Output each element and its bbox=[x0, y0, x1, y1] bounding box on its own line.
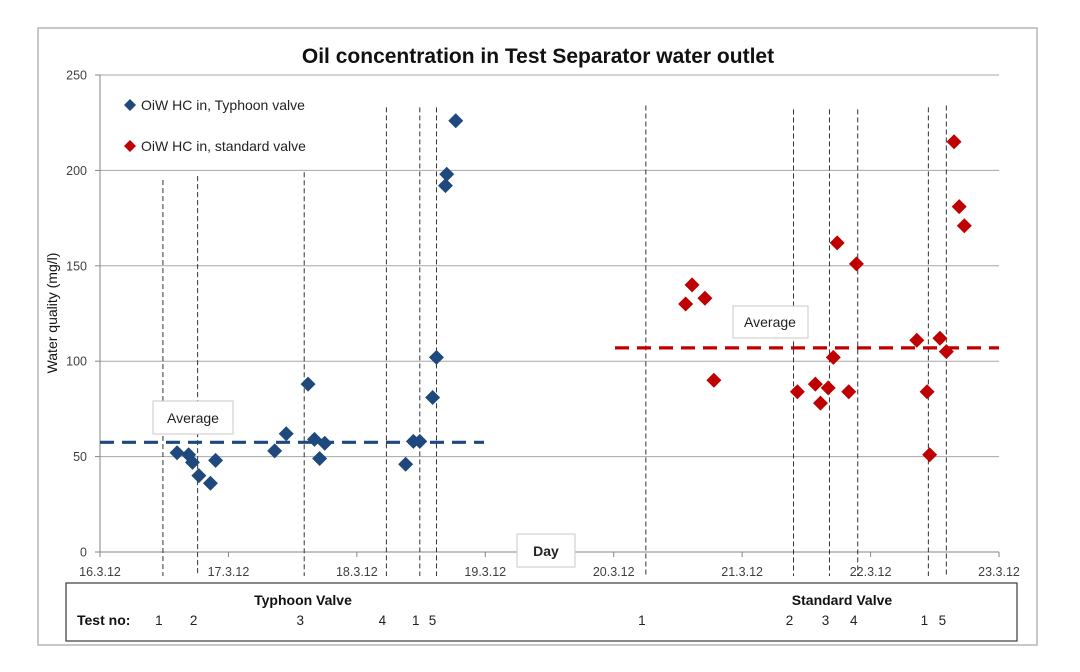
test-number-standard: 1 bbox=[638, 613, 646, 628]
data-point-standard bbox=[956, 218, 972, 234]
data-point-standard bbox=[789, 384, 805, 400]
data-point-typhoon bbox=[317, 435, 333, 451]
y-tick-label: 100 bbox=[66, 355, 87, 369]
legend-label-standard: OiW HC in, standard valve bbox=[141, 138, 306, 154]
legend-marker-typhoon bbox=[124, 99, 136, 111]
average-label-typhoon: Average bbox=[167, 410, 219, 426]
legend-label-typhoon: OiW HC in, Typhoon valve bbox=[141, 97, 305, 113]
data-point-typhoon bbox=[267, 443, 283, 459]
y-tick-label: 50 bbox=[73, 450, 87, 464]
data-point-typhoon bbox=[448, 113, 464, 129]
data-point-standard bbox=[909, 332, 925, 348]
legend-item-standard: OiW HC in, standard valve bbox=[124, 138, 306, 154]
average-annotation-typhoon: Average bbox=[152, 400, 234, 435]
test-number-standard: 4 bbox=[850, 613, 858, 628]
average-label-standard: Average bbox=[744, 314, 796, 330]
data-point-standard bbox=[807, 376, 823, 392]
x-tick-label: 23.3.12 bbox=[978, 565, 1020, 579]
data-point-typhoon bbox=[202, 475, 218, 491]
test-marker-lines bbox=[162, 105, 947, 576]
average-annotation-standard: Average bbox=[732, 305, 809, 339]
data-point-typhoon bbox=[278, 426, 294, 442]
data-point-standard bbox=[951, 199, 967, 215]
test-number-typhoon: 1 bbox=[412, 613, 420, 628]
x-axis-label-box: Day bbox=[516, 533, 576, 568]
data-point-standard bbox=[932, 330, 948, 346]
data-point-standard bbox=[829, 235, 845, 251]
x-tick-label: 19.3.12 bbox=[464, 565, 506, 579]
y-tick-label: 250 bbox=[66, 69, 87, 83]
x-tick-label: 20.3.12 bbox=[593, 565, 635, 579]
gridlines bbox=[100, 74, 999, 458]
data-point-typhoon bbox=[191, 468, 207, 484]
data-point-typhoon bbox=[428, 349, 444, 365]
test-number-typhoon: 2 bbox=[190, 613, 198, 628]
data-point-typhoon bbox=[312, 451, 328, 467]
data-point-standard bbox=[820, 380, 836, 396]
data-point-standard bbox=[812, 395, 828, 411]
typhoon-valve-heading: Typhoon Valve bbox=[254, 592, 352, 608]
data-point-standard bbox=[697, 290, 713, 306]
test-number-typhoon: 4 bbox=[379, 613, 387, 628]
test-number-typhoon: 3 bbox=[296, 613, 304, 628]
y-axis-label: Water quality (mg/l) bbox=[44, 253, 60, 374]
x-tick-label: 21.3.12 bbox=[721, 565, 763, 579]
data-points bbox=[169, 113, 972, 491]
test-table-border bbox=[65, 582, 1018, 642]
test-table: Typhoon Valve Standard Valve Test no: 1 2… bbox=[65, 582, 1018, 642]
data-point-standard bbox=[841, 384, 857, 400]
y-tick-label: 150 bbox=[66, 259, 87, 273]
data-point-typhoon bbox=[425, 389, 441, 405]
test-no-label: Test no: bbox=[77, 612, 130, 628]
test-number-typhoon: 1 bbox=[155, 613, 163, 628]
data-point-typhoon bbox=[437, 178, 453, 194]
data-point-typhoon bbox=[412, 433, 428, 449]
data-point-standard bbox=[946, 134, 962, 150]
test-number-standard: 3 bbox=[822, 613, 830, 628]
data-point-standard bbox=[678, 296, 694, 312]
data-point-typhoon bbox=[398, 456, 414, 472]
legend-marker-standard bbox=[124, 140, 136, 152]
x-tick-label: 22.3.12 bbox=[850, 565, 892, 579]
data-point-typhoon bbox=[300, 376, 316, 392]
data-point-standard bbox=[706, 372, 722, 388]
y-axis: 0 50 100 150 200 250 bbox=[66, 69, 101, 560]
test-number-standard: 2 bbox=[786, 613, 794, 628]
legend-item-typhoon: OiW HC in, Typhoon valve bbox=[124, 97, 305, 113]
data-point-typhoon bbox=[208, 452, 224, 468]
x-tick-label: 17.3.12 bbox=[208, 565, 250, 579]
x-tick-label: 18.3.12 bbox=[336, 565, 378, 579]
test-number-standard: 5 bbox=[939, 613, 947, 628]
data-point-standard bbox=[938, 344, 954, 360]
y-tick-label: 0 bbox=[80, 546, 87, 560]
x-axis-label: Day bbox=[533, 543, 559, 559]
data-point-typhoon bbox=[439, 166, 455, 182]
data-point-standard bbox=[684, 277, 700, 293]
data-point-standard bbox=[919, 384, 935, 400]
x-axis: 16.3.12 17.3.12 18.3.12 19.3.12 20.3.12 21.3.… bbox=[79, 551, 1020, 579]
data-point-standard bbox=[922, 447, 938, 463]
standard-valve-heading: Standard Valve bbox=[792, 592, 893, 608]
chart-title: Oil concentration in Test Separator wate… bbox=[302, 45, 774, 68]
y-tick-label: 200 bbox=[66, 164, 87, 178]
test-number-typhoon: 5 bbox=[429, 613, 437, 628]
x-tick-label: 16.3.12 bbox=[79, 565, 121, 579]
legend: OiW HC in, Typhoon valve OiW HC in, stan… bbox=[124, 97, 306, 154]
data-point-typhoon bbox=[169, 445, 185, 461]
data-point-standard bbox=[848, 256, 864, 272]
test-number-standard: 1 bbox=[921, 613, 929, 628]
data-point-standard bbox=[825, 349, 841, 365]
data-point-typhoon bbox=[184, 454, 200, 470]
